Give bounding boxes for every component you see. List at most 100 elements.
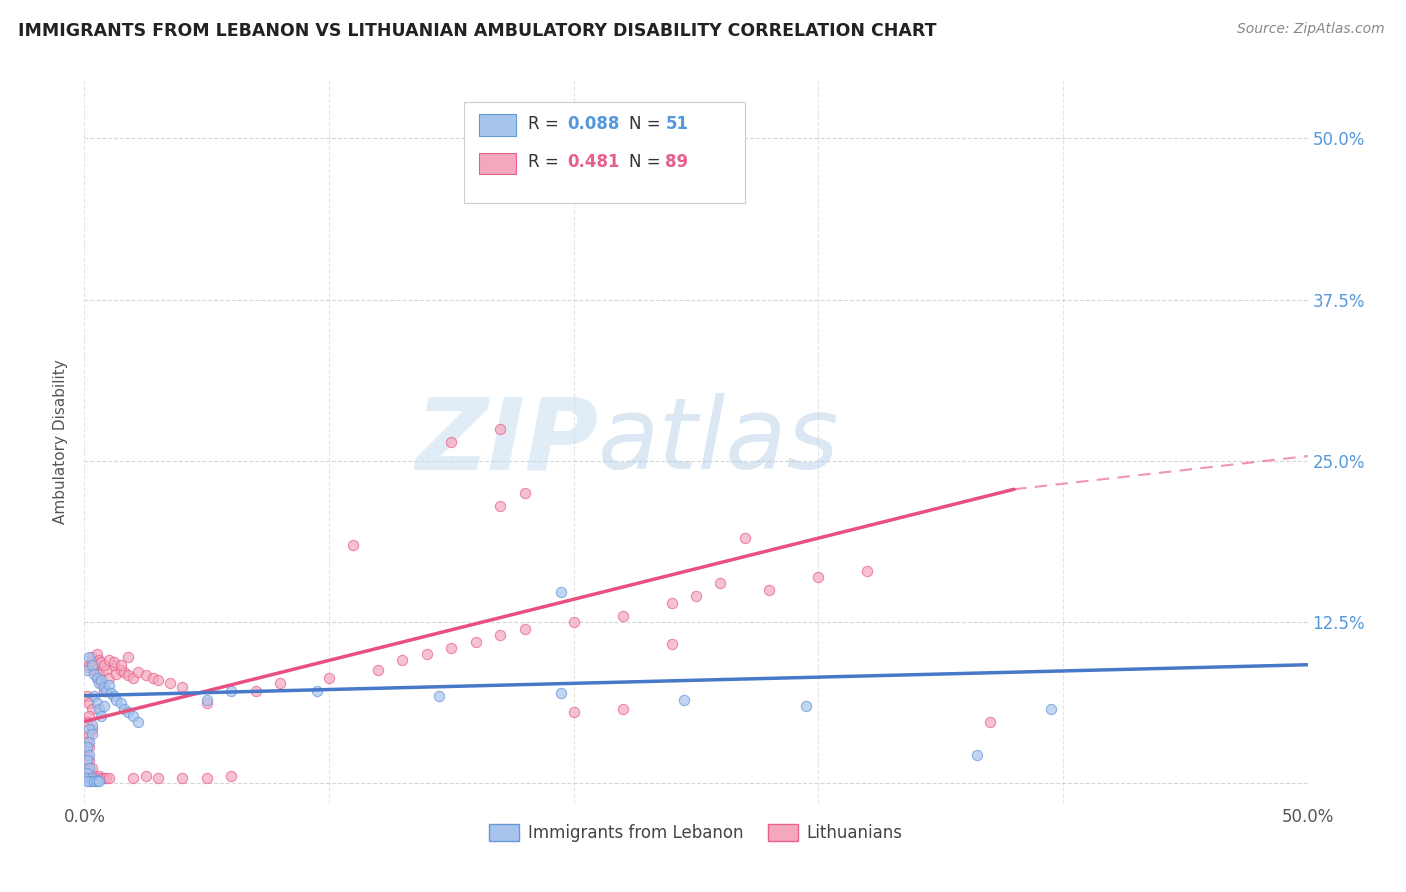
Point [856,564,879,578]
Point [83,773,105,788]
Point [122,671,145,685]
Point [80,727,103,741]
Point [513,622,536,636]
Point [97,652,120,666]
Point [440,434,463,449]
Point [794,699,817,714]
Point [77,735,100,749]
Point [105,666,128,681]
Point [86,772,108,787]
Point [807,570,830,584]
Point [80,772,103,786]
Point [76,773,98,788]
Point [77,657,100,672]
Point [77,727,100,741]
Point [146,673,169,688]
Point [76,714,98,729]
Point [966,747,988,762]
Point [269,675,291,690]
Point [86,773,108,788]
Point [87,675,110,690]
Point [97,772,120,786]
Point [77,747,100,762]
Point [195,697,218,711]
Point [100,686,122,700]
Point [90,709,112,723]
Point [80,772,103,786]
Point [612,608,634,623]
Point [734,531,756,545]
Point [135,769,157,783]
Point [77,697,100,711]
Point [80,723,103,737]
Text: N =: N = [628,153,665,171]
Point [110,697,132,711]
Point [979,714,1001,729]
Point [672,692,695,706]
Point [489,628,512,642]
Text: R =: R = [529,115,564,133]
Point [612,701,634,715]
Point [77,773,100,788]
Point [219,683,242,698]
Point [97,678,120,692]
Point [103,655,125,669]
Legend: Immigrants from Lebanon, Lithuanians: Immigrants from Lebanon, Lithuanians [482,817,910,848]
Text: Source: ZipAtlas.com: Source: ZipAtlas.com [1237,22,1385,37]
Point [80,657,103,672]
Point [80,654,103,668]
Point [83,657,105,672]
Point [87,666,110,681]
Y-axis label: Ambulatory Disability: Ambulatory Disability [53,359,69,524]
Point [440,640,463,655]
Point [77,740,100,755]
Point [87,652,110,666]
Point [758,582,780,597]
Point [77,650,100,665]
Text: 89: 89 [665,153,689,171]
Point [86,671,108,685]
Point [427,689,450,703]
Point [562,706,585,720]
Point [86,697,108,711]
FancyBboxPatch shape [464,102,745,203]
Point [83,663,105,677]
Point [76,689,98,703]
Text: ZIP: ZIP [415,393,598,490]
Text: N =: N = [628,115,665,133]
Text: 51: 51 [665,115,689,133]
Point [76,772,98,786]
Point [86,671,108,685]
Point [93,699,115,714]
Point [76,753,98,767]
Point [122,772,145,786]
Point [77,769,100,783]
Point [195,772,218,786]
Point [127,665,149,680]
Point [83,689,105,703]
Point [172,772,194,786]
Point [110,663,132,677]
FancyBboxPatch shape [479,114,516,136]
Point [97,671,120,685]
Point [489,422,512,436]
Point [117,668,139,682]
Point [76,735,98,749]
Point [305,683,328,698]
Point [86,772,108,786]
Point [90,655,112,669]
Text: R =: R = [529,153,564,171]
Point [76,761,98,775]
Point [93,657,115,672]
Point [416,648,439,662]
Point [142,671,165,685]
Point [159,675,181,690]
Point [90,675,112,690]
Point [83,666,105,681]
Point [103,689,125,703]
Point [76,747,98,762]
Point [318,671,340,685]
Point [87,773,110,788]
Point [103,657,125,672]
Point [464,634,486,648]
